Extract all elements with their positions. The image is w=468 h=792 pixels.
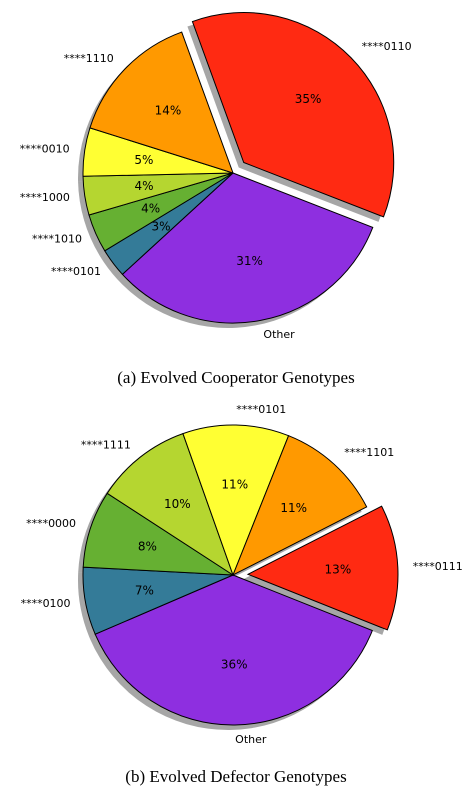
value-label: 4% <box>141 202 160 216</box>
slice <box>106 432 234 577</box>
slice-label: ****0100 <box>21 597 71 610</box>
slice-label: ****0101 <box>236 403 286 416</box>
value-label: 35% <box>295 92 322 106</box>
slice-label: Other <box>263 328 295 341</box>
value-label: 11% <box>280 501 307 515</box>
slice-label: ****1000 <box>20 191 70 204</box>
slice-label: ****0111 <box>413 560 463 573</box>
value-label: 36% <box>221 657 248 671</box>
slice-label: ****0000 <box>26 517 76 530</box>
slice-label: ****1111 <box>81 438 131 451</box>
slice <box>191 12 395 218</box>
slice-label: ****1101 <box>344 446 394 459</box>
value-label: 4% <box>135 179 154 193</box>
slice-label: ****0110 <box>362 40 412 53</box>
value-label: 31% <box>236 254 263 268</box>
slice <box>182 424 290 577</box>
slice-label: ****0101 <box>51 265 101 278</box>
slice <box>232 435 368 577</box>
value-label: 8% <box>138 540 157 554</box>
value-label: 13% <box>325 563 352 577</box>
value-label: 11% <box>221 478 248 492</box>
caption: (b) Evolved Defector Genotypes <box>125 767 346 786</box>
slice-label: ****1110 <box>64 52 114 65</box>
slice-label: ****0010 <box>20 143 70 156</box>
value-label: 14% <box>155 103 182 117</box>
slice <box>94 574 373 726</box>
slice <box>121 172 374 324</box>
slice-label: ****1010 <box>32 232 82 245</box>
value-label: 10% <box>164 497 191 511</box>
slice-label: Other <box>235 733 267 746</box>
slice <box>246 505 399 631</box>
slice <box>89 31 234 174</box>
value-label: 3% <box>151 220 170 234</box>
value-label: 5% <box>134 153 153 167</box>
caption: (a) Evolved Cooperator Genotypes <box>117 368 354 387</box>
value-label: 7% <box>135 583 154 597</box>
